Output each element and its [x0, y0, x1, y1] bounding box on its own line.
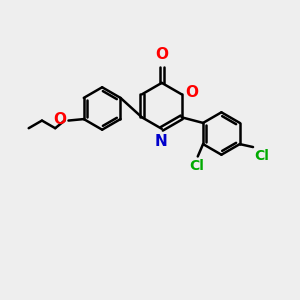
Text: O: O: [185, 85, 199, 100]
Text: N: N: [155, 134, 168, 148]
Text: Cl: Cl: [254, 148, 269, 163]
Text: Cl: Cl: [190, 159, 205, 173]
Text: O: O: [53, 112, 66, 128]
Text: O: O: [155, 47, 168, 62]
